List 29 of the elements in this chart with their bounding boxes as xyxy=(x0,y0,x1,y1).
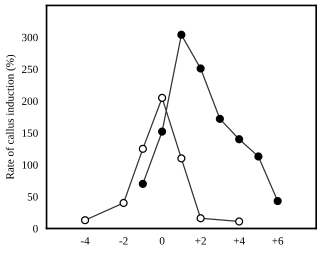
point xyxy=(177,154,186,162)
x-tick-label: -4 xyxy=(80,237,90,245)
x-tick-label: -2 xyxy=(119,237,128,245)
point xyxy=(138,144,147,153)
point xyxy=(235,217,244,226)
point xyxy=(119,198,128,208)
point xyxy=(216,114,224,123)
x-tick-label: +2 xyxy=(195,237,206,245)
point xyxy=(80,216,90,224)
point xyxy=(235,135,244,144)
y-tick-label: 150 xyxy=(22,129,38,137)
x-tick-label: 0 xyxy=(160,237,164,245)
y-axis-title: Rate of callus induction (%) xyxy=(6,54,16,180)
point xyxy=(158,94,166,102)
point xyxy=(138,180,147,188)
point xyxy=(158,128,166,136)
point xyxy=(196,64,205,73)
point xyxy=(254,152,263,161)
y-tick-label: 300 xyxy=(22,34,38,42)
point xyxy=(196,214,205,222)
y-tick-label: 100 xyxy=(22,161,38,169)
y-tick-label: 200 xyxy=(22,97,38,105)
point xyxy=(274,196,282,206)
point xyxy=(177,30,186,39)
y-tick-label: 50 xyxy=(28,193,38,201)
x-tick-label: +6 xyxy=(272,237,284,245)
y-tick-label: 250 xyxy=(22,66,38,74)
y-tick-label: 0 xyxy=(33,224,38,232)
x-tick-label: +4 xyxy=(234,237,245,245)
